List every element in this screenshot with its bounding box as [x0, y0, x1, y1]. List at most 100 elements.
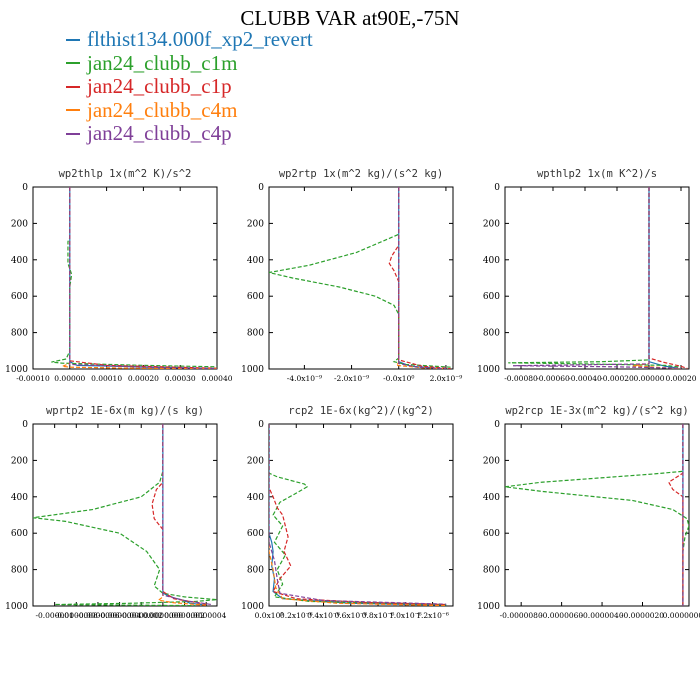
x-tick-label: -0.00020	[600, 374, 634, 383]
legend-label: jan24_clubb_c4m	[87, 97, 238, 122]
y-tick-label: 200	[247, 456, 264, 466]
chart-title: rcp2 1E-6x(kg^2)/(kg^2)	[288, 405, 433, 417]
y-tick-label: 400	[483, 256, 500, 266]
chart-title: wprtp2 1E-6x(m kg)/(s kg)	[46, 405, 204, 417]
y-tick-label: 1000	[477, 365, 500, 375]
legend-item: jan24_clubb_c4p	[66, 121, 313, 146]
x-tick-label: 0.00000	[633, 374, 664, 383]
series-line	[69, 187, 217, 369]
y-tick-label: 200	[247, 219, 264, 229]
series-line	[395, 187, 446, 369]
x-tick-label: 0.2x10⁻⁶	[280, 611, 313, 620]
legend: flthist134.000f_xp2_revert jan24_clubb_c…	[66, 27, 313, 146]
legend-swatch	[66, 38, 80, 41]
series-line	[51, 187, 217, 368]
x-tick-label: -0.00010	[16, 374, 50, 383]
y-tick-label: 600	[483, 292, 500, 302]
y-tick-label: 400	[11, 256, 28, 266]
plot-frame	[268, 186, 454, 370]
x-tick-label: 1.0x10⁻⁶	[389, 611, 422, 620]
legend-item: jan24_clubb_c1m	[66, 50, 313, 76]
series-line	[162, 424, 212, 606]
legend-item: jan24_clubb_c4m	[66, 97, 313, 123]
chart-title: wp2rtp 1x(m^2 kg)/(s^2 kg)	[279, 168, 443, 180]
series-line	[269, 424, 447, 605]
x-tick-label: -0.00060	[536, 374, 570, 383]
chart-panel: wp2rcp 1E-3x(m^2 kg)/(s^2 kg) 0 200 400 600 8…	[477, 405, 700, 620]
plot-frame	[32, 186, 218, 370]
x-tick-label: 0.6x10⁻⁶	[334, 611, 367, 620]
y-tick-label: 1000	[241, 602, 264, 612]
x-tick-label: -0.0000060	[540, 611, 583, 620]
y-tick-label: 0	[22, 183, 28, 193]
y-tick-label: 400	[247, 256, 264, 266]
y-tick-label: 600	[483, 529, 500, 539]
x-tick-label: -0.0000004	[98, 611, 141, 620]
series-line	[512, 187, 682, 369]
x-tick-label: -2.0x10⁻⁹	[334, 374, 369, 383]
y-tick-label: 0	[494, 183, 500, 193]
y-tick-label: 600	[247, 292, 264, 302]
legend-label: flthist134.000f_xp2_revert	[87, 27, 313, 51]
x-tick-label: 0.00020	[665, 374, 696, 383]
legend-swatch	[66, 85, 80, 88]
chart-title: wp2rcp 1E-3x(m^2 kg)/(s^2 kg)	[505, 405, 688, 417]
x-tick-label: 0.0x10⁰	[255, 611, 284, 620]
y-tick-label: 1000	[5, 365, 28, 375]
chart-panel: wpthlp2 1x(m K^2)/s 0 200 400 600 800 1000 -0.0…	[477, 168, 697, 383]
series-line	[505, 424, 689, 606]
series-line	[388, 187, 451, 369]
series-line	[151, 424, 207, 605]
y-tick-label: 600	[247, 529, 264, 539]
y-tick-label: 400	[247, 493, 264, 503]
legend-label: jan24_clubb_c4p	[87, 121, 232, 145]
y-tick-label: 800	[483, 329, 500, 339]
page-title: CLUBB VAR at90E,-75N	[240, 6, 460, 30]
series-line	[648, 187, 678, 369]
plot-frame	[504, 423, 690, 607]
series-line	[269, 424, 447, 606]
series-line	[69, 187, 217, 369]
series-line	[269, 424, 447, 606]
y-tick-label: 200	[11, 456, 28, 466]
series-line	[398, 187, 446, 369]
series-line	[33, 424, 217, 606]
legend-label: jan24_clubb_c1m	[87, 50, 238, 75]
legend-item: flthist134.000f_xp2_revert	[66, 27, 313, 52]
x-tick-label: -0.0000080	[500, 611, 543, 620]
series-line	[157, 424, 207, 606]
x-tick-label: 0.0000002	[164, 611, 205, 620]
chart-title: wp2thlp 1x(m^2 K)/s^2	[59, 168, 192, 180]
chart-panel: wp2rtp 1x(m^2 kg)/(s^2 kg) 0 200 400 600 800 1…	[241, 168, 462, 383]
x-tick-label: -0.0000002	[120, 611, 163, 620]
plot-frame	[504, 186, 690, 370]
x-tick-label: 0.00000	[54, 374, 85, 383]
y-tick-label: 0	[258, 420, 264, 430]
x-tick-label: -0.0000020	[621, 611, 664, 620]
x-tick-label: 0.8x10⁻⁶	[362, 611, 395, 620]
chart-panel: wp2thlp 1x(m^2 K)/s^2 0 200 400 600 800 1000-0…	[5, 168, 233, 383]
chart-panel: wprtp2 1E-6x(m kg)/(s kg) 0 200 400 600 800 10…	[5, 405, 227, 620]
series-line	[62, 187, 217, 369]
legend-swatch	[66, 109, 80, 112]
x-tick-label: 0.00030	[165, 374, 196, 383]
x-tick-label: 2.0x10⁻⁹	[430, 374, 463, 383]
y-tick-label: 800	[483, 566, 500, 576]
x-tick-label: 0.0000000	[143, 611, 184, 620]
x-tick-label: -0.00080	[504, 374, 538, 383]
x-tick-label: -0.0000006	[76, 611, 119, 620]
chart-title: wpthlp2 1x(m K^2)/s	[537, 168, 657, 180]
x-tick-label: 0.00040	[201, 374, 232, 383]
legend-label: jan24_clubb_c1p	[87, 74, 232, 98]
x-tick-label: 0.00010	[91, 374, 122, 383]
x-tick-label: -0.0000040	[581, 611, 624, 620]
y-tick-label: 1000	[241, 365, 264, 375]
series-line	[269, 187, 451, 368]
x-tick-label: -0.0000008	[55, 611, 98, 620]
series-line	[269, 424, 447, 606]
y-tick-label: 600	[11, 292, 28, 302]
series-line	[398, 187, 437, 369]
y-tick-label: 800	[11, 566, 28, 576]
x-tick-label: 0.4x10⁻⁶	[307, 611, 340, 620]
y-tick-label: 800	[11, 329, 28, 339]
